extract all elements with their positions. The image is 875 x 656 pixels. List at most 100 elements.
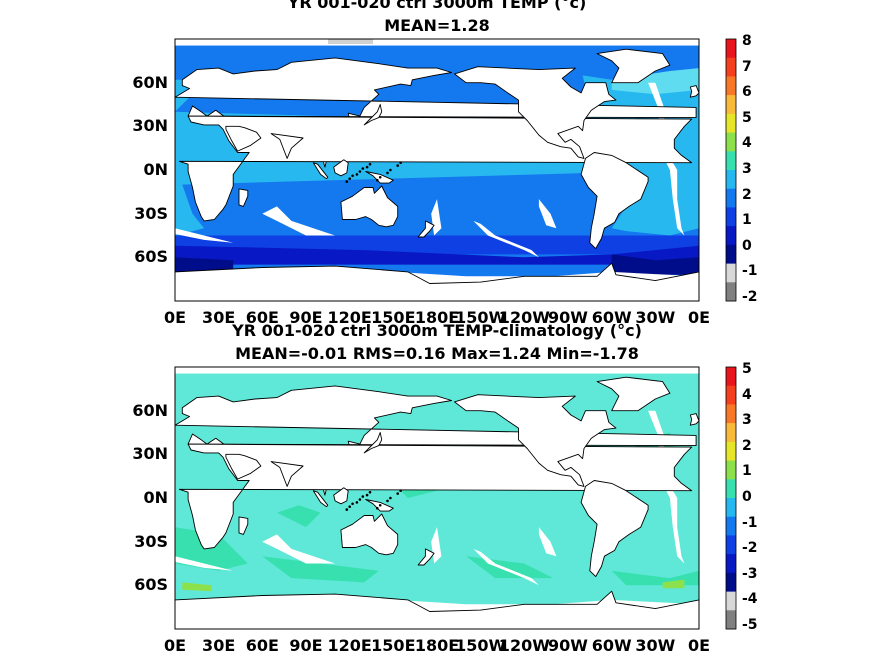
anomaly-patch — [276, 505, 321, 528]
land-greenland — [596, 376, 671, 412]
colorbar-segment — [726, 404, 736, 424]
island-dot — [358, 170, 362, 173]
anomaly-patch-warm — [662, 579, 685, 589]
longitude-label: 60E — [245, 636, 279, 655]
shallow-region — [538, 199, 557, 229]
longitude-label: 0E — [163, 308, 187, 327]
land-japan — [363, 432, 383, 454]
island-dot — [386, 171, 389, 175]
anomaly-patch-warm — [182, 582, 212, 592]
longitude-label: 30W — [635, 308, 676, 327]
island-dot — [361, 167, 365, 170]
island-dot — [396, 164, 400, 167]
colorbar-segment — [726, 207, 736, 227]
longitude-label: 30E — [202, 636, 236, 655]
arctic-shelf — [175, 39, 699, 46]
anomaly-patch — [175, 527, 248, 571]
land-uk — [689, 413, 700, 426]
land-india — [270, 133, 304, 159]
longitude-label: 60W — [591, 308, 632, 327]
longitude-label: 150W — [455, 308, 507, 327]
island-dot — [348, 505, 352, 509]
island-dot — [376, 506, 379, 510]
longitude-label: 120E — [327, 308, 372, 327]
colorbar-tick-label: 3 — [742, 161, 752, 177]
longitude-label: 90E — [289, 636, 323, 655]
shallow-region — [473, 220, 539, 258]
island-dot — [389, 496, 392, 500]
shallow-region — [538, 527, 557, 557]
latitude-label: 60S — [134, 575, 168, 595]
latitude-label: 30N — [132, 116, 168, 136]
island-dot — [376, 178, 379, 182]
colorbar-segment — [726, 132, 736, 152]
antarctic-cold-water — [175, 257, 234, 272]
colorbar-segment — [726, 57, 736, 77]
island-dot — [345, 508, 349, 511]
longitude-label: 30W — [635, 636, 676, 655]
island-dot — [351, 502, 354, 506]
longitude-label: 120E — [327, 636, 372, 655]
land-uk — [689, 85, 700, 98]
map-frame — [174, 366, 700, 630]
colorbar-segment — [726, 591, 736, 611]
colorbar-segment — [726, 572, 736, 593]
colorbar-tick-label: -1 — [742, 263, 758, 280]
land-japan — [363, 104, 383, 126]
colorbar-tick-label: 7 — [742, 58, 752, 75]
island-dot — [399, 161, 402, 164]
colorbar-tick-label: 2 — [742, 437, 752, 454]
land-madagascar — [238, 516, 249, 535]
north-atlantic-warm — [611, 68, 699, 95]
latitude-label: 60N — [132, 72, 168, 92]
colorbar-segment — [726, 76, 736, 96]
colorbar-tick-label: 4 — [742, 135, 752, 152]
shallow-region — [175, 556, 234, 571]
island-dot — [365, 165, 369, 169]
colorbar-tick-label: 6 — [742, 84, 752, 101]
latitude-label: 0N — [143, 160, 168, 179]
longitude-label: 30E — [202, 308, 236, 327]
colorbar-tick-label: 3 — [742, 412, 752, 429]
land-namerica — [454, 66, 617, 159]
colorbar-tick-label: -1 — [742, 514, 758, 531]
longitude-label: 0E — [687, 636, 711, 655]
latitude-label: 60N — [132, 400, 168, 420]
colorbar-segment — [726, 479, 736, 499]
colorbar-segment — [726, 95, 736, 115]
island-dot — [389, 168, 392, 172]
island-dot — [361, 495, 365, 498]
longitude-label: 150W — [455, 636, 507, 655]
arctic-grey-patch — [328, 39, 373, 44]
land-india — [270, 461, 304, 487]
longitude-label: 120W — [498, 308, 550, 327]
island-dot — [365, 493, 369, 497]
colorbar-segment — [726, 226, 736, 246]
longitude-label: 90E — [289, 308, 323, 327]
colorbar-segment — [726, 535, 736, 555]
colorbar-segment — [726, 39, 736, 59]
colorbar-tick-label: 8 — [742, 33, 752, 49]
land-australia — [340, 513, 399, 556]
island-dot — [386, 499, 389, 503]
longitude-label: 60E — [245, 308, 279, 327]
colorbar-segment — [726, 385, 736, 405]
map-panel-2 — [174, 366, 737, 630]
latitude-label: 30S — [134, 531, 168, 551]
island-dot — [355, 173, 359, 176]
colorbar-segment — [726, 516, 736, 536]
shallow-region — [473, 548, 539, 586]
colorbar-segment — [726, 367, 736, 387]
land-samerica — [580, 152, 649, 250]
land-borneo — [333, 159, 349, 177]
island-dot — [345, 180, 349, 183]
latitude-label: 30N — [132, 444, 168, 464]
colorbar-segment — [726, 554, 736, 574]
land-nz — [417, 220, 435, 238]
colorbar-segment — [726, 263, 736, 283]
longitude-label: 180E — [414, 308, 460, 327]
longitude-label: 0E — [687, 308, 711, 327]
colorbar-segment — [726, 441, 736, 462]
panel-2-subtitle: MEAN=-0.01 RMS=0.16 Max=1.24 Min=-1.78 — [235, 344, 639, 363]
